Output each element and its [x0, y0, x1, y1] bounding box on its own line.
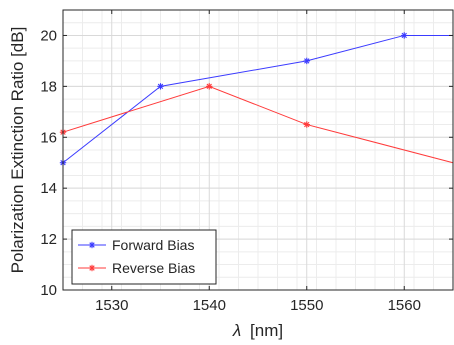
x-axis-symbol: λ — [232, 321, 241, 340]
x-tick-label: 1540 — [193, 297, 226, 314]
series-layer — [59, 32, 454, 166]
legend-marker-forward-bias — [88, 241, 96, 249]
legend-label-reverse-bias: Reverse Bias — [112, 260, 195, 276]
data-point-forward-bias — [157, 83, 164, 90]
y-tick-label: 10 — [40, 282, 57, 299]
y-tick-label: 14 — [40, 180, 57, 197]
data-point-forward-bias — [401, 32, 408, 39]
x-tick-label: 1560 — [388, 297, 421, 314]
ticks — [63, 10, 453, 291]
data-point-reverse-bias — [206, 83, 213, 90]
legend-entry-reverse-bias: Reverse Bias — [78, 260, 195, 276]
legend-box — [71, 229, 217, 285]
series-line-reverse-bias — [62, 85, 454, 164]
y-axis-title: Polarization Extinction Ratio [dB] — [8, 27, 27, 274]
x-axis-title: λ [nm] — [232, 321, 283, 340]
y-tick-label: 12 — [40, 231, 57, 248]
legend-marker-reverse-bias — [88, 264, 96, 272]
y-tick-label: 20 — [40, 27, 57, 44]
data-point-reverse-bias — [303, 121, 310, 128]
plot-frame — [62, 9, 454, 291]
x-tick-label: 1550 — [290, 297, 323, 314]
x-axis-unit: [nm] — [250, 321, 283, 340]
x-tick-label: 1530 — [95, 297, 128, 314]
legend: Forward Bias Reverse Bias — [71, 229, 217, 285]
data-point-forward-bias — [303, 57, 310, 65]
tick-labels: 1530 1540 1550 1560 10 12 14 16 18 20 — [40, 27, 421, 314]
y-tick-label: 18 — [40, 78, 57, 95]
legend-entry-forward-bias: Forward Bias — [78, 237, 194, 253]
y-tick-label: 16 — [40, 129, 57, 146]
legend-label-forward-bias: Forward Bias — [112, 237, 194, 253]
